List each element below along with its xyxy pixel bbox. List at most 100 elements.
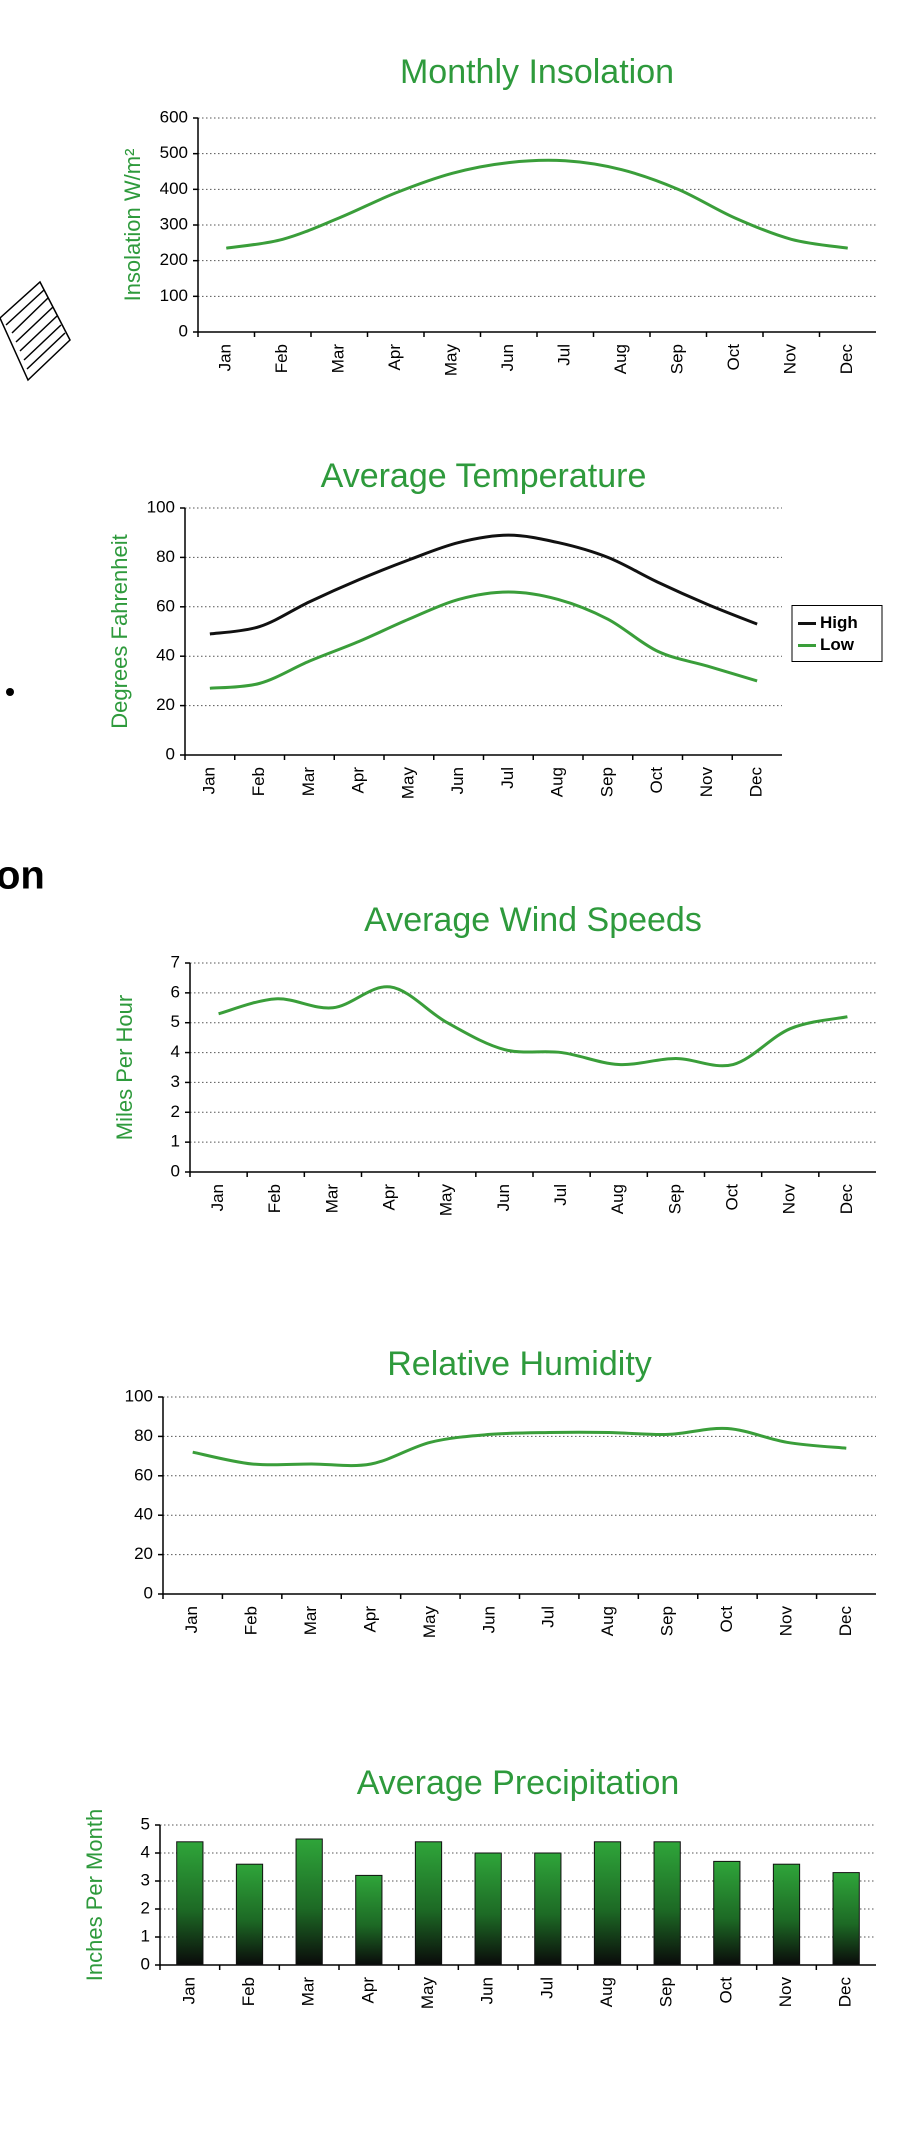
y-tick-label: 0 — [171, 1161, 180, 1180]
y-tick-label: 200 — [160, 250, 188, 269]
y-tick-label: 5 — [171, 1012, 180, 1031]
bar — [773, 1864, 799, 1965]
x-tick-label: Feb — [239, 1977, 258, 2006]
x-tick-label: Jul — [555, 344, 574, 366]
chart-title: Average Precipitation — [357, 1764, 680, 1802]
x-tick-label: Jan — [182, 1606, 201, 1633]
x-tick-label: Aug — [611, 344, 630, 374]
x-tick-label: Jan — [199, 767, 218, 794]
x-tick-label: Oct — [724, 344, 743, 371]
y-tick-label: 100 — [125, 1386, 153, 1405]
y-axis-label: Degrees Fahrenheit — [107, 534, 132, 728]
y-axis-label: Inches Per Month — [82, 1809, 107, 1981]
x-tick-label: Mar — [301, 1606, 320, 1636]
x-tick-label: Apr — [358, 1977, 377, 2004]
x-tick-label: Sep — [597, 767, 616, 797]
line — [219, 987, 848, 1066]
x-tick-label: Dec — [747, 767, 766, 798]
y-tick-label: 2 — [141, 1898, 150, 1917]
bar — [475, 1853, 501, 1965]
chart-title: Relative Humidity — [387, 1345, 652, 1383]
x-tick-label: Mar — [329, 344, 348, 374]
y-tick-label: 400 — [160, 179, 188, 198]
y-tick-label: 100 — [147, 497, 175, 516]
chart: Average Precipitation Inches Per Month 0 1 2… — [82, 1764, 876, 2009]
chart-title: Average Temperature — [321, 457, 647, 495]
x-tick-label: Aug — [598, 1606, 617, 1636]
x-tick-label: May — [398, 767, 417, 800]
line — [193, 1428, 847, 1465]
x-tick-label: Oct — [717, 1606, 736, 1633]
y-tick-label: 500 — [160, 143, 188, 162]
y-tick-label: 3 — [171, 1072, 180, 1091]
y-tick-label: 4 — [171, 1042, 180, 1061]
legend-label: High — [820, 613, 858, 632]
x-tick-label: Jun — [498, 344, 517, 371]
bar — [833, 1873, 859, 1965]
x-tick-label: Jul — [537, 1977, 556, 1999]
x-tick-label: Mar — [299, 1977, 318, 2007]
y-tick-label: 20 — [134, 1544, 153, 1563]
x-tick-label: Aug — [597, 1977, 616, 2007]
x-tick-label: Sep — [658, 1606, 677, 1636]
x-tick-label: Mar — [322, 1184, 341, 1214]
y-axis-label: Insolation W/m² — [120, 149, 145, 302]
y-tick-label: 60 — [134, 1465, 153, 1484]
x-tick-label: Sep — [665, 1184, 684, 1214]
x-tick-label: May — [418, 1977, 437, 2010]
x-tick-label: Mar — [299, 767, 318, 797]
dot-fragment — [6, 688, 14, 696]
bar — [177, 1842, 203, 1965]
x-tick-label: Dec — [837, 1184, 856, 1215]
y-tick-label: 600 — [160, 107, 188, 126]
x-tick-label: Jan — [208, 1184, 227, 1211]
page: on Monthly InsolationInsolation W/m²0100… — [0, 0, 923, 2143]
x-tick-label: Jan — [216, 344, 235, 371]
bar — [594, 1842, 620, 1965]
line — [210, 592, 757, 688]
y-tick-label: 80 — [134, 1426, 153, 1445]
x-tick-label: Jun — [478, 1977, 497, 2004]
y-tick-label: 100 — [160, 286, 188, 305]
x-tick-label: Sep — [657, 1977, 676, 2007]
y-tick-label: 60 — [156, 596, 175, 615]
bar — [236, 1864, 262, 1965]
bar — [356, 1875, 382, 1965]
x-tick-label: Jan — [179, 1977, 198, 2004]
hatch-icon — [0, 282, 70, 380]
y-tick-label: 0 — [144, 1583, 153, 1602]
x-tick-label: Jun — [494, 1184, 513, 1211]
x-tick-label: May — [442, 344, 461, 377]
chart-title: Monthly Insolation — [400, 53, 674, 91]
x-tick-label: Feb — [265, 1184, 284, 1213]
legend-label: Low — [820, 635, 855, 654]
x-tick-label: Apr — [349, 767, 368, 794]
x-tick-label: Dec — [837, 344, 856, 375]
y-tick-label: 1 — [141, 1926, 150, 1945]
x-tick-label: May — [437, 1184, 456, 1217]
x-tick-label: Feb — [249, 767, 268, 796]
x-tick-label: Apr — [385, 344, 404, 371]
y-tick-label: 0 — [141, 1954, 150, 1973]
bar — [535, 1853, 561, 1965]
chart: Monthly Insolation Insolation W/m² 0 100 200… — [120, 53, 876, 376]
y-tick-label: 2 — [171, 1102, 180, 1121]
x-tick-label: Dec — [836, 1977, 855, 2008]
bar — [296, 1839, 322, 1965]
bar — [415, 1842, 441, 1965]
bar — [654, 1842, 680, 1965]
y-tick-label: 300 — [160, 214, 188, 233]
chart-title: Average Wind Speeds — [364, 901, 702, 939]
y-tick-label: 1 — [171, 1132, 180, 1151]
x-tick-label: Jun — [448, 767, 467, 794]
y-tick-label: 40 — [156, 646, 175, 665]
y-tick-label: 0 — [179, 321, 188, 340]
x-tick-label: Feb — [272, 344, 291, 373]
x-tick-label: Feb — [242, 1606, 261, 1635]
x-tick-label: Nov — [776, 1606, 795, 1637]
y-tick-label: 40 — [134, 1505, 153, 1524]
x-tick-label: May — [420, 1606, 439, 1639]
y-tick-label: 5 — [141, 1814, 150, 1833]
x-tick-label: Aug — [608, 1184, 627, 1214]
